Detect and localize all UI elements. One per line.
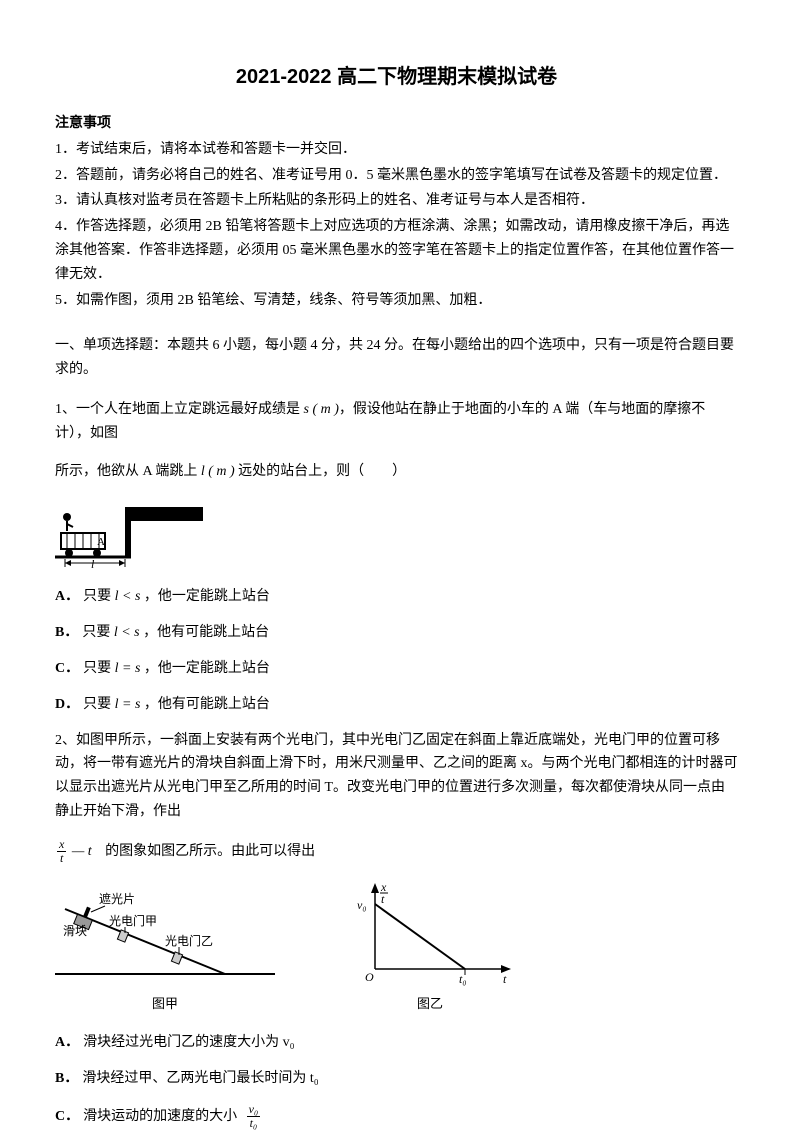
q2-text: 2、如图甲所示，一斜面上安装有两个光电门，其中光电门乙固定在斜面上靠近底端处，光… xyxy=(55,729,738,824)
q2-optC-fraction: v₀ t₀ xyxy=(247,1103,261,1130)
option-label: C． xyxy=(55,661,79,676)
q1-option-d: D． 只要 l = s ，他有可能跳上站台 xyxy=(55,693,738,717)
figA-label-shade: 遮光片 xyxy=(99,891,135,906)
option-rel: l = s xyxy=(115,697,141,712)
q2-figures: 滑块 遮光片 光电门甲 光电门乙 图甲 x t v₀ O xyxy=(55,879,738,1015)
figB-caption: 图乙 xyxy=(345,993,515,1015)
figB-v0: v₀ xyxy=(357,898,367,912)
instruction-item: 1．考试结束后，请将本试卷和答题卡一并交回． xyxy=(55,138,738,162)
option-text: 滑块经过甲、乙两光电门最长时间为 t₀ xyxy=(82,1071,318,1086)
option-pre: 只要 xyxy=(83,589,115,604)
q2-graph-tail: 的图象如图乙所示。由此可以得出 xyxy=(105,844,315,859)
q1-part1: 1、一个人在地面上立定跳远最好成绩是 xyxy=(55,402,304,417)
figB-O: O xyxy=(365,970,374,984)
figA-caption: 图甲 xyxy=(55,993,275,1015)
q2-option-a: A． 滑块经过光电门乙的速度大小为 v₀ xyxy=(55,1031,738,1055)
section-heading: 一、单项选择题：本题共 6 小题，每小题 4 分，共 24 分。在每小题给出的四… xyxy=(55,334,738,382)
q2-graph-fraction: x t xyxy=(57,838,66,865)
fig1-label-A: A xyxy=(97,536,105,548)
option-text: 滑块运动的加速度的大小 xyxy=(83,1109,237,1124)
q1-part4: 远处的站台上，则（ ） xyxy=(235,464,407,479)
instruction-item: 5．如需作图，须用 2B 铅笔绘、写清楚，线条、符号等须加黑、加粗． xyxy=(55,289,738,313)
frac-den: t₀ xyxy=(247,1117,261,1130)
option-post: ，他一定能跳上站台 xyxy=(140,589,270,604)
q2-option-c: C． 滑块运动的加速度的大小 v₀ t₀ xyxy=(55,1103,738,1130)
option-rel: l < s xyxy=(114,625,140,640)
q1-text-line2: 所示，他欲从 A 端跳上 l ( m ) 远处的站台上，则（ ） xyxy=(55,460,738,484)
option-pre: 只要 xyxy=(83,697,115,712)
option-post: ，他有可能跳上站台 xyxy=(140,697,270,712)
option-label: D． xyxy=(55,697,79,712)
q2-figure-b: x t v₀ O t₀ t 图乙 xyxy=(345,879,515,1015)
q1-option-a: A． 只要 l < s ，他一定能跳上站台 xyxy=(55,585,738,609)
q2-graph-post: — t xyxy=(68,844,91,859)
option-pre: 只要 xyxy=(82,625,114,640)
frac-num: v₀ xyxy=(247,1103,261,1117)
option-pre: 只要 xyxy=(83,661,115,676)
instruction-item: 2．答题前，请务必将自己的姓名、准考证号用 0．5 毫米黑色墨水的签字笔填写在试… xyxy=(55,164,738,188)
q2-figure-a: 滑块 遮光片 光电门甲 光电门乙 图甲 xyxy=(55,879,275,1015)
q1-text-line1: 1、一个人在地面上立定跳远最好成绩是 s ( m )，假设他站在静止于地面的小车… xyxy=(55,398,738,446)
svg-text:t: t xyxy=(381,892,385,906)
q1-lm: l ( m ) xyxy=(201,464,235,479)
option-label: A． xyxy=(55,589,79,604)
option-label: C． xyxy=(55,1109,79,1124)
option-post: ，他有可能跳上站台 xyxy=(140,625,270,640)
q2-graph-text: x t — t 的图象如图乙所示。由此可以得出 xyxy=(55,838,738,865)
page-title: 2021-2022 高二下物理期末模拟试卷 xyxy=(55,60,738,94)
q1-option-c: C． 只要 l = s ，他一定能跳上站台 xyxy=(55,657,738,681)
q2-option-b: B． 滑块经过甲、乙两光电门最长时间为 t₀ xyxy=(55,1067,738,1091)
option-label: A． xyxy=(55,1035,79,1050)
instructions-header: 注意事项 xyxy=(55,112,738,136)
instruction-item: 4．作答选择题，必须用 2B 铅笔将答题卡上对应选项的方框涂满、涂黑；如需改动，… xyxy=(55,215,738,286)
figA-label-gateB: 光电门乙 xyxy=(165,933,213,948)
q1-option-b: B． 只要 l < s ，他有可能跳上站台 xyxy=(55,621,738,645)
option-rel: l = s xyxy=(115,661,141,676)
q1-part3: 所示，他欲从 A 端跳上 xyxy=(55,464,201,479)
frac-den: t xyxy=(57,852,66,865)
frac-num: x xyxy=(57,838,66,852)
figB-t: t xyxy=(503,972,507,986)
q1-sm: s ( m ) xyxy=(304,402,339,417)
figA-label-gateA: 光电门甲 xyxy=(109,913,157,928)
q1-figure: A l xyxy=(55,497,195,567)
figB-t0: t₀ xyxy=(459,972,467,986)
instruction-item: 3．请认真核对监考员在答题卡上所粘贴的条形码上的姓名、准考证号与本人是否相符． xyxy=(55,189,738,213)
option-label: B． xyxy=(55,1071,78,1086)
option-post: ，他一定能跳上站台 xyxy=(140,661,270,676)
option-label: B． xyxy=(55,625,78,640)
option-rel: l < s xyxy=(115,589,141,604)
option-text: 滑块经过光电门乙的速度大小为 v₀ xyxy=(83,1035,294,1050)
